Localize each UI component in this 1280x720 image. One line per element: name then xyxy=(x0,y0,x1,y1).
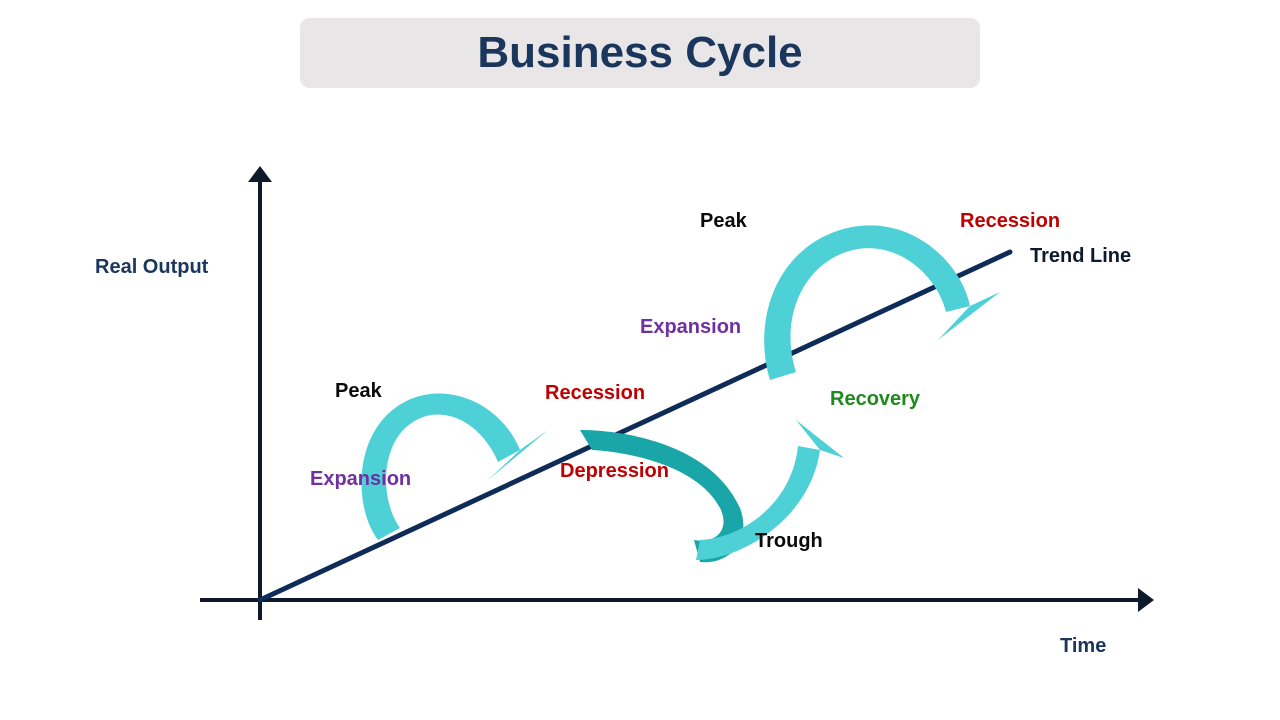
phase-label-7: Peak xyxy=(700,210,747,233)
phase-label-6: Expansion xyxy=(640,316,741,339)
expansion-to-peak-2 xyxy=(764,225,1000,380)
trend-line-label: Trend Line xyxy=(1030,245,1131,268)
trend-line xyxy=(260,252,1010,600)
phase-label-8: Recession xyxy=(960,210,1060,233)
phase-label-0: Peak xyxy=(335,380,382,403)
phase-label-2: Recession xyxy=(545,382,645,405)
x-axis-label: Time xyxy=(1060,635,1106,658)
phase-label-1: Expansion xyxy=(310,468,411,491)
phase-label-5: Recovery xyxy=(830,388,920,411)
diagram-canvas xyxy=(0,0,1280,720)
expansion-to-peak-1 xyxy=(361,393,548,540)
y-axis-label: Real Output xyxy=(95,256,208,279)
phase-label-4: Trough xyxy=(755,530,823,553)
phase-label-3: Depression xyxy=(560,460,669,483)
